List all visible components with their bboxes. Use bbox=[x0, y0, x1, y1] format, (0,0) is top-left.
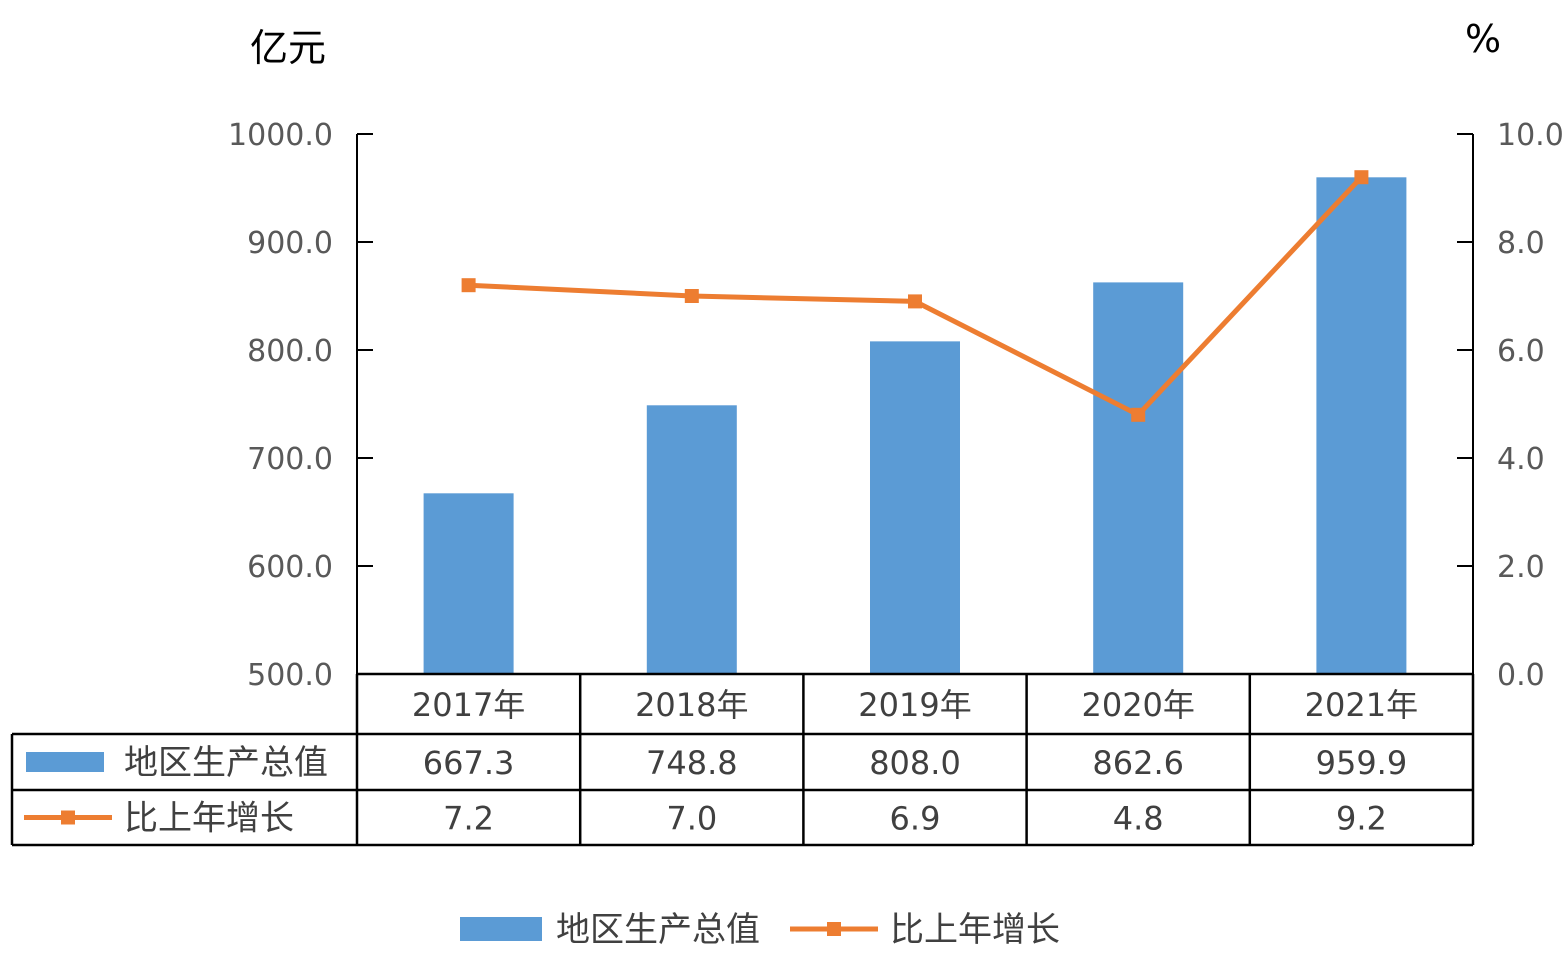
y-left-unit-label: 亿元 bbox=[250, 26, 326, 70]
x-category-label: 2021年 bbox=[1305, 686, 1418, 724]
x-category-label: 2020年 bbox=[1081, 686, 1194, 724]
growth-marker-2021年 bbox=[1354, 170, 1369, 185]
legend-growth-label: 比上年增长 bbox=[890, 910, 1060, 950]
y-right-tick-label: 10.0 bbox=[1497, 118, 1564, 153]
y-left-tick-label: 500.0 bbox=[247, 658, 333, 693]
x-category-label: 2019年 bbox=[858, 686, 971, 724]
y-left-tick-label: 900.0 bbox=[247, 226, 333, 261]
growth-value-label: 7.0 bbox=[666, 800, 717, 838]
y-left-tick-label: 800.0 bbox=[247, 334, 333, 369]
bar-2017年 bbox=[423, 493, 514, 674]
growth-value-label: 6.9 bbox=[890, 800, 941, 838]
bar-2018年 bbox=[646, 405, 737, 674]
growth-value-label: 9.2 bbox=[1336, 800, 1387, 838]
y-right-tick-label: 8.0 bbox=[1497, 226, 1545, 261]
y-right-tick-label: 0.0 bbox=[1497, 658, 1545, 693]
table-key-growth-label: 比上年增长 bbox=[124, 799, 294, 839]
x-category-label: 2018年 bbox=[635, 686, 748, 724]
table-key-line-marker bbox=[61, 810, 75, 825]
y-right-unit-label: % bbox=[1465, 17, 1501, 61]
growth-marker-2019年 bbox=[908, 294, 922, 309]
gdp-value-label: 862.6 bbox=[1092, 744, 1184, 782]
legend-bar-swatch bbox=[460, 917, 542, 941]
legend-gdp-label: 地区生产总值 bbox=[556, 910, 760, 950]
growth-marker-2020年 bbox=[1131, 407, 1146, 422]
growth-marker-2017年 bbox=[461, 278, 476, 293]
y-left-tick-label: 1000.0 bbox=[228, 118, 333, 153]
bar-2019年 bbox=[870, 341, 960, 674]
gdp-value-label: 808.0 bbox=[869, 744, 961, 782]
y-left-tick-label: 700.0 bbox=[247, 442, 333, 477]
gdp-value-label: 959.9 bbox=[1316, 744, 1408, 782]
y-right-tick-label: 4.0 bbox=[1497, 442, 1545, 477]
table-key-gdp-label: 地区生产总值 bbox=[124, 743, 328, 783]
gdp-value-label: 667.3 bbox=[423, 744, 515, 782]
growth-marker-2018年 bbox=[684, 289, 699, 303]
x-category-label: 2017年 bbox=[412, 686, 525, 724]
table-key-bar-swatch bbox=[26, 752, 104, 772]
legend-line-marker bbox=[827, 922, 841, 936]
growth-value-label: 7.2 bbox=[443, 800, 494, 838]
bar-2021年 bbox=[1316, 177, 1407, 675]
bar-2020年 bbox=[1093, 282, 1184, 674]
y-right-tick-label: 6.0 bbox=[1497, 334, 1545, 369]
gdp-value-label: 748.8 bbox=[646, 744, 738, 782]
y-left-tick-label: 600.0 bbox=[247, 550, 333, 585]
y-right-tick-label: 2.0 bbox=[1497, 550, 1545, 585]
growth-value-label: 4.8 bbox=[1113, 800, 1164, 838]
